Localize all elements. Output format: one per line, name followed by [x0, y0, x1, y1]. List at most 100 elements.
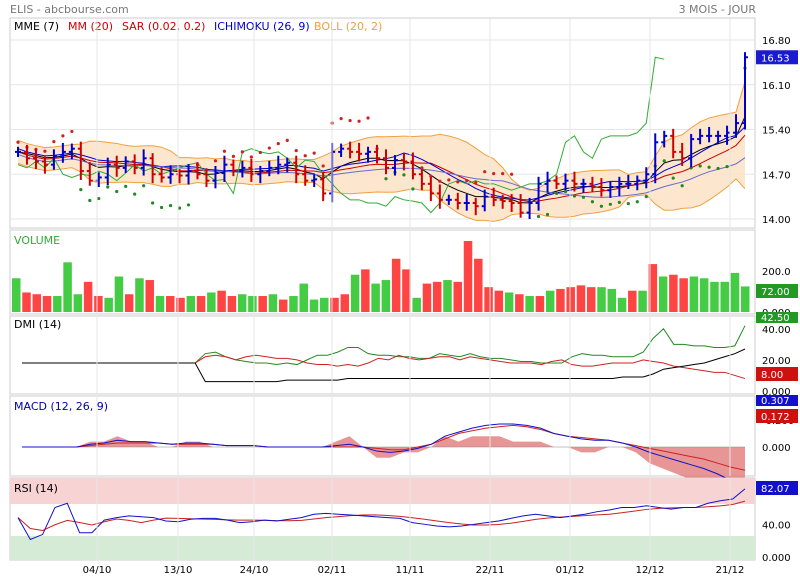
sar-dot — [402, 173, 406, 177]
volume-bar — [340, 294, 350, 312]
sar-dot — [357, 119, 361, 123]
volume-bar — [463, 241, 473, 312]
x-axis: 04/10 13/10 24/10 02/11 11/11 22/11 01/12 12/12… — [83, 18, 744, 576]
ohlc-bar — [634, 175, 641, 191]
volume-bar — [648, 264, 658, 312]
sar-dot — [572, 194, 577, 198]
legend-item: MME (7) — [14, 20, 59, 33]
volume-bar — [268, 294, 278, 312]
sar-dot — [545, 212, 550, 217]
macd-last-badge-bottom — [756, 409, 798, 423]
x-tick-label: 12/12 — [636, 565, 665, 576]
volume-bar — [720, 281, 729, 312]
volume-bar — [361, 269, 370, 312]
volume-bar — [248, 296, 257, 312]
volume-axis: 200.00.00072.00 — [756, 267, 798, 319]
dmi-tick-label: 20.00 — [762, 356, 791, 367]
sar-dot — [303, 154, 307, 158]
volume-bar — [22, 292, 31, 312]
price-tick-label: 16.10 — [762, 81, 791, 92]
volume-bar — [278, 299, 288, 312]
ohlc-bar — [553, 175, 560, 189]
ohlc-bar — [41, 156, 48, 174]
volume-bar — [628, 290, 637, 312]
ohlc-bar — [688, 133, 695, 168]
sar-dot — [339, 117, 343, 121]
sar-dot — [554, 191, 559, 196]
dmi-tick-label: 40.00 — [762, 325, 791, 336]
bollinger-band — [17, 81, 746, 222]
price-tick-label: 14.70 — [762, 170, 791, 181]
ohlc-bar — [212, 165, 219, 189]
sar-dot — [599, 204, 603, 208]
sar-dot — [16, 140, 20, 144]
x-tick-label: 04/10 — [83, 565, 112, 576]
x-tick-label: 22/11 — [476, 565, 505, 576]
ohlc-bar — [320, 172, 327, 202]
ohlc-bar — [293, 155, 300, 184]
top-bar: ELIS - abcbourse.com 3 MOIS - JOUR — [0, 0, 800, 18]
sar-dot — [106, 185, 110, 189]
sar-dot — [151, 201, 155, 205]
sar-dot — [563, 189, 568, 194]
price-tick-label: 16.80 — [762, 36, 791, 47]
price-last-badge — [756, 50, 798, 65]
mm-line — [17, 134, 746, 203]
sar-dot — [294, 148, 298, 153]
bollinger-upper — [17, 81, 746, 191]
ohlc-bar — [239, 160, 246, 178]
ohlc-bar — [140, 149, 147, 176]
ohlc-bar — [445, 194, 452, 205]
macd-title: MACD (12, 26, 9) — [14, 400, 108, 413]
ohlc-bar — [131, 154, 138, 175]
volume-bar — [586, 287, 596, 312]
sar-dot — [635, 200, 639, 204]
ohlc-bar — [149, 153, 156, 184]
sar-dot — [483, 170, 487, 174]
volume-bar — [320, 297, 329, 312]
ohlc-bar — [230, 159, 237, 177]
sar-dot — [61, 134, 65, 138]
volume-bar — [699, 278, 709, 312]
ohlc-bar — [77, 141, 84, 181]
volume-bar — [741, 286, 750, 312]
sar-dot — [321, 164, 325, 168]
ohlc-bar — [391, 155, 398, 176]
sar-dot — [52, 140, 56, 144]
ohlc-bar — [158, 167, 165, 183]
ohlc-bar — [32, 149, 39, 170]
sar-dot — [97, 196, 101, 201]
macd-lines — [22, 423, 746, 520]
volume-bar — [155, 296, 165, 312]
ohlc-bar — [15, 146, 21, 157]
ohlc-bar — [400, 153, 407, 171]
ohlc-bar — [589, 176, 596, 193]
sar-dot — [581, 195, 586, 199]
volume-bar — [422, 283, 432, 312]
rsi-axis: 40.00 0.000 82.07 — [756, 481, 798, 564]
volume-bar — [94, 296, 103, 312]
ohlc-bar — [643, 167, 650, 189]
price-panel — [9, 17, 756, 229]
rsi-title: RSI (14) — [14, 482, 58, 495]
ohlc-bar — [50, 149, 57, 170]
legend-item: BOLL (20, 2) — [314, 20, 382, 33]
volume-bar — [658, 276, 668, 312]
volume-bar — [53, 296, 62, 312]
volume-bar — [504, 292, 514, 312]
period-label: 3 MOIS - JOUR — [678, 3, 756, 16]
volume-bar — [145, 280, 154, 312]
price-tick-label: 15.40 — [762, 126, 791, 137]
ohlc-bar — [472, 197, 479, 216]
volume-bar — [207, 292, 216, 312]
sar-dot — [707, 165, 711, 169]
sar-dot — [186, 203, 191, 207]
ohlc-bar — [733, 114, 740, 138]
volume-bar — [710, 281, 719, 312]
sar-dot — [366, 116, 370, 120]
sar-dot — [142, 184, 146, 188]
ohlc-bar — [427, 176, 434, 202]
ohlc-bar — [670, 128, 677, 159]
ichimoku-kijun-line — [17, 153, 746, 198]
sar-dot — [420, 166, 424, 170]
